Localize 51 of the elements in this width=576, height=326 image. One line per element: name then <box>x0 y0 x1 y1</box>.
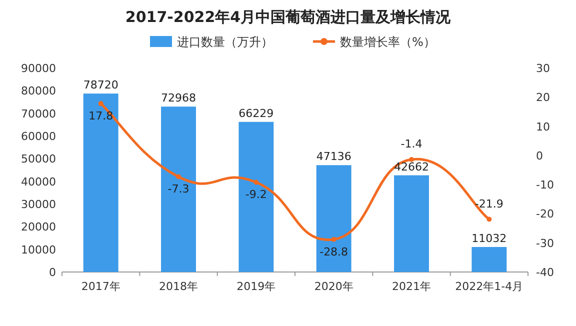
y-tick-label: 60000 <box>21 130 56 143</box>
y2-tick-label: 30 <box>536 62 550 75</box>
x-tick-label: 2018年 <box>159 280 198 293</box>
data-label: -9.2 <box>245 188 267 202</box>
bar <box>472 246 507 272</box>
point <box>98 101 104 106</box>
y-tick-label: 70000 <box>21 107 56 120</box>
y-tick-label: 40000 <box>21 175 56 188</box>
y-tick-label: 10000 <box>21 243 56 256</box>
y-tick-label: 50000 <box>21 152 56 166</box>
y2-tick-label: -20 <box>536 208 554 221</box>
legend-label: 进口数量（万升） <box>177 35 273 49</box>
y-tick-label: 90000 <box>21 62 56 75</box>
x-tick-label: 2020年 <box>314 280 354 293</box>
y2-tick-label: -40 <box>536 266 554 279</box>
y2-tick-label: -10 <box>536 178 554 192</box>
x-tick-label: 2021年 <box>392 280 431 293</box>
y-tick-label: 0 <box>49 266 56 279</box>
bar <box>161 106 196 272</box>
data-label: 42662 <box>394 160 429 174</box>
bar <box>83 94 118 272</box>
point <box>254 180 259 185</box>
data-label: -21.9 <box>474 197 504 210</box>
data-label: 66229 <box>238 106 274 120</box>
y2-tick-label: 20 <box>536 91 550 104</box>
point <box>486 216 492 222</box>
y-tick-label: 80000 <box>21 84 56 98</box>
data-label: -28.8 <box>320 245 348 258</box>
y2-tick-label: 0 <box>536 149 543 162</box>
data-label: -1.4 <box>400 138 422 151</box>
data-label: -7.3 <box>168 182 190 196</box>
data-label: 11032 <box>472 232 507 245</box>
data-label: 78720 <box>83 78 118 92</box>
point <box>409 157 414 162</box>
legend-label: 数量增长率（%） <box>340 35 436 49</box>
data-label: 47136 <box>316 150 352 164</box>
y-tick-label: 30000 <box>21 198 56 211</box>
data-label: 17.8 <box>88 110 114 123</box>
bar <box>316 165 352 272</box>
data-label: 72968 <box>161 92 196 105</box>
point <box>331 236 336 242</box>
y2-tick-label: 10 <box>536 120 550 134</box>
x-tick-label: 2017年 <box>81 280 120 293</box>
bar <box>394 175 429 272</box>
bar <box>238 122 274 272</box>
y2-tick-label: -30 <box>536 236 554 250</box>
chart-title: 2017-2022年4月中国葡萄酒进口量及增长情况 <box>125 8 452 26</box>
x-tick-label: 2022年1-4月 <box>455 280 524 293</box>
point <box>176 174 181 180</box>
x-tick-label: 2019年 <box>236 280 276 293</box>
y-tick-label: 20000 <box>21 220 56 234</box>
